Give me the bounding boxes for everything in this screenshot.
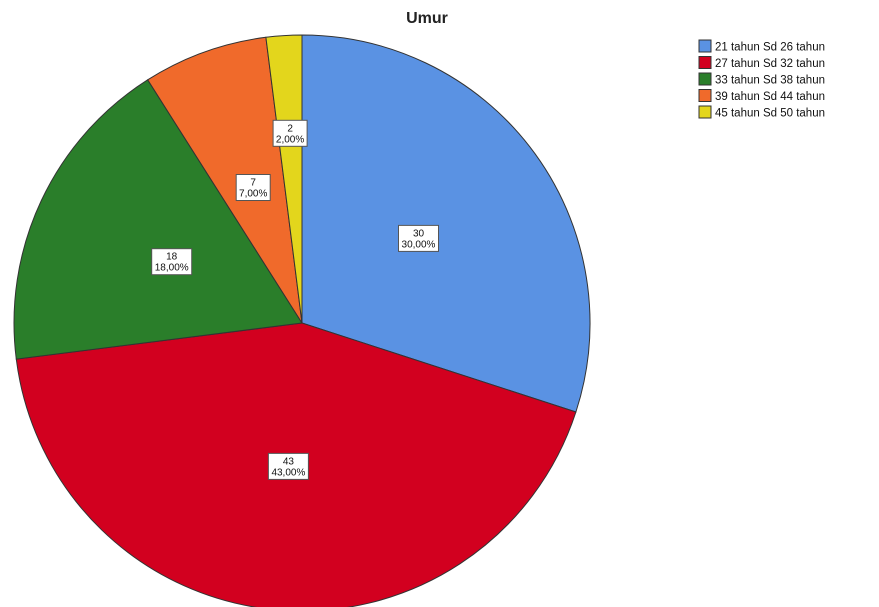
slice-percent-label: 30,00% bbox=[402, 239, 436, 250]
pie-slice-39-tahun-sd-44-tahun bbox=[146, 36, 303, 324]
slice-percent-label: 2,00% bbox=[276, 134, 304, 145]
legend-label: 21 tahun Sd 26 tahun bbox=[715, 42, 825, 54]
slice-count-label: 18 bbox=[166, 252, 178, 263]
pie-slice-21-tahun-sd-26-tahun bbox=[301, 34, 591, 413]
slice-percent-label: 43,00% bbox=[271, 467, 305, 478]
slice-label-39-tahun-sd-44-tahun: 77,00% bbox=[235, 174, 271, 201]
chart-title: Umur bbox=[406, 10, 448, 27]
slice-label-box bbox=[267, 452, 309, 480]
legend-swatch bbox=[698, 72, 712, 86]
legend-swatch bbox=[698, 89, 712, 102]
slice-percent-label: 18,00% bbox=[155, 263, 189, 274]
legend-swatch bbox=[698, 56, 712, 69]
legend: 21 tahun Sd 26 tahun 27 tahun Sd 32 tahun… bbox=[698, 39, 825, 120]
pie-slice-33-tahun-sd-38-tahun bbox=[13, 79, 303, 360]
legend-swatch bbox=[698, 39, 712, 53]
slice-count-label: 30 bbox=[413, 228, 425, 239]
legend-item-33-tahun-sd-38-tahun: 33 tahun Sd 38 tahun bbox=[698, 72, 825, 87]
legend-label: 33 tahun Sd 38 tahun bbox=[715, 75, 825, 87]
slice-label-45-tahun-sd-50-tahun: 22,00% bbox=[272, 119, 308, 147]
slice-count-label: 2 bbox=[287, 123, 293, 134]
legend-label: 39 tahun Sd 44 tahun bbox=[715, 91, 825, 103]
slice-label-box bbox=[235, 174, 271, 201]
slice-count-label: 7 bbox=[250, 178, 256, 189]
legend-item-21-tahun-sd-26-tahun: 21 tahun Sd 26 tahun bbox=[698, 39, 825, 54]
legend-label: 45 tahun Sd 50 tahun bbox=[715, 108, 825, 120]
slice-label-box bbox=[151, 248, 193, 276]
legend-label: 27 tahun Sd 32 tahun bbox=[715, 58, 825, 70]
slice-label-box bbox=[272, 119, 308, 147]
slice-label-box bbox=[398, 224, 439, 252]
legend-item-39-tahun-sd-44-tahun: 39 tahun Sd 44 tahun bbox=[698, 89, 825, 103]
legend-item-45-tahun-sd-50-tahun: 45 tahun Sd 50 tahun bbox=[698, 105, 825, 120]
pie-slice-45-tahun-sd-50-tahun bbox=[265, 34, 303, 324]
legend-item-27-tahun-sd-32-tahun: 27 tahun Sd 32 tahun bbox=[698, 56, 825, 70]
legend-swatch bbox=[698, 105, 712, 119]
slice-percent-label: 7,00% bbox=[239, 189, 267, 200]
slice-count-label: 43 bbox=[283, 456, 295, 467]
